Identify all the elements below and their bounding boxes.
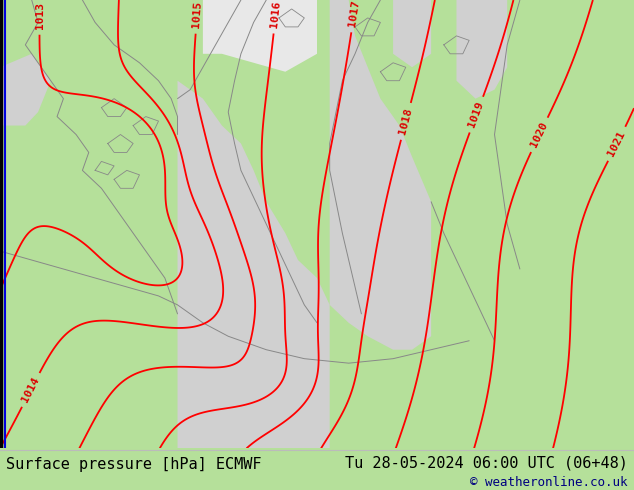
- Text: 1020: 1020: [529, 121, 550, 149]
- Text: 1016: 1016: [269, 0, 282, 28]
- Text: Tu 28-05-2024 06:00 UTC (06+48): Tu 28-05-2024 06:00 UTC (06+48): [345, 455, 628, 470]
- Text: 1014: 1014: [20, 376, 41, 404]
- Text: © weatheronline.co.uk: © weatheronline.co.uk: [470, 476, 628, 489]
- Polygon shape: [456, 0, 507, 98]
- Text: Surface pressure [hPa] ECMWF: Surface pressure [hPa] ECMWF: [6, 457, 262, 472]
- Polygon shape: [0, 54, 51, 125]
- Text: 1018: 1018: [398, 107, 414, 136]
- Polygon shape: [330, 0, 431, 350]
- Polygon shape: [203, 0, 317, 72]
- Text: 1017: 1017: [347, 0, 361, 27]
- Text: 1013: 1013: [34, 2, 44, 29]
- Text: 1015: 1015: [191, 1, 203, 28]
- Text: 1019: 1019: [467, 100, 486, 129]
- Text: 1021: 1021: [606, 129, 627, 158]
- Polygon shape: [178, 0, 330, 448]
- Polygon shape: [393, 0, 431, 67]
